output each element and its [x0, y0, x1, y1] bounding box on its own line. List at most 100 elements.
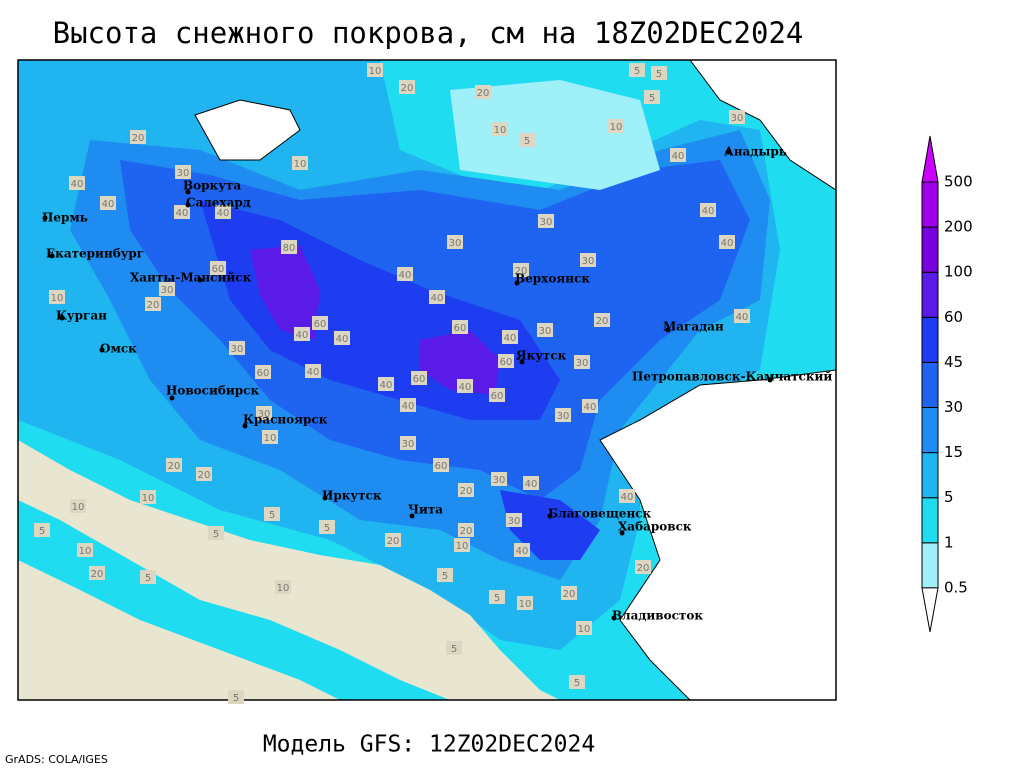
- contour-label-box: [77, 543, 93, 557]
- deep-snow: [250, 245, 320, 340]
- contour-label: 10: [294, 159, 307, 170]
- contour-label: 5: [574, 678, 580, 689]
- sea-ice: [450, 80, 660, 190]
- contour-label-box: [100, 196, 116, 210]
- contour-label: 40: [702, 206, 715, 217]
- colorbar-band: [921, 452, 939, 499]
- contour-label-box: [523, 476, 539, 490]
- colorbar-bottom: [921, 587, 939, 632]
- contour-label: 60: [314, 319, 327, 330]
- colorbar-band: [921, 226, 939, 273]
- contour-label-box: [458, 483, 474, 497]
- contour-label: 40: [336, 334, 349, 345]
- city-dot: [49, 253, 55, 259]
- contour-label-box: [458, 523, 474, 537]
- colorbar-top: [921, 135, 939, 183]
- contour-label-box: [734, 309, 750, 323]
- contour-label: 10: [277, 583, 290, 594]
- contour-label: 60: [435, 461, 448, 472]
- contour-label: 40: [672, 151, 685, 162]
- city-label: Благовещенск: [548, 507, 652, 521]
- contour-label-box: [130, 130, 146, 144]
- city-label: Анадырь: [724, 145, 787, 159]
- ocean: [689, 60, 836, 191]
- contour-label-box: [489, 388, 505, 402]
- contour-label: 40: [516, 546, 529, 557]
- contour-label: 30: [449, 238, 462, 249]
- city-label: Пермь: [42, 211, 88, 225]
- colorbar-label: 500: [944, 173, 973, 191]
- city-label: Новосибирск: [166, 384, 259, 398]
- contour-label-box: [700, 203, 716, 217]
- city-label: Петропавловск-Камчатский: [632, 370, 832, 384]
- contour-label: 30: [582, 256, 595, 267]
- city-dot: [59, 315, 65, 321]
- contour-label-box: [69, 176, 85, 190]
- contour-label-box: [399, 80, 415, 94]
- contour-label-box: [385, 533, 401, 547]
- contour-label-box: [429, 290, 445, 304]
- contour-label: 40: [459, 382, 472, 393]
- colorbar-band: [921, 407, 939, 454]
- contour-label-box: [491, 472, 507, 486]
- contour-label: 30: [539, 326, 552, 337]
- city-label: Ханты-Мансийск: [130, 271, 252, 285]
- colorbar-label: 30: [944, 398, 963, 416]
- contour-label-box: [569, 675, 585, 689]
- contour-label: 40: [296, 330, 309, 341]
- contour-label-box: [400, 398, 416, 412]
- contour-label-box: [367, 63, 383, 77]
- contour-label-box: [281, 240, 297, 254]
- city-dot: [611, 615, 617, 621]
- contour-label-box: [502, 330, 518, 344]
- contour-label-box: [255, 365, 271, 379]
- contour-label-box: [140, 490, 156, 504]
- city-label: Якутск: [516, 349, 567, 363]
- contour-label-box: [475, 85, 491, 99]
- credit: GrADS: COLA/IGES: [5, 753, 108, 766]
- contour-label: 20: [387, 536, 400, 547]
- contour-label-box: [228, 690, 244, 704]
- city-label: Красноярск: [243, 413, 328, 427]
- contour-label: 5: [656, 69, 662, 80]
- contour-label: 40: [399, 270, 412, 281]
- contour-label: 5: [634, 66, 640, 77]
- contour-label-box: [256, 406, 272, 420]
- contour-label: 5: [494, 593, 500, 604]
- colorbar-label: 200: [944, 218, 973, 236]
- contour-label: 40: [431, 293, 444, 304]
- contour-label: 5: [451, 644, 457, 655]
- colorbar-label: 15: [944, 443, 963, 461]
- contour-label: 40: [584, 402, 597, 413]
- contour-label: 60: [491, 391, 504, 402]
- contour-label-box: [312, 316, 328, 330]
- contour-label: 20: [198, 470, 211, 481]
- contour-label: 30: [508, 516, 521, 527]
- contour-label-box: [89, 566, 105, 580]
- contour-label: 60: [212, 264, 225, 275]
- contour-label: 10: [369, 66, 382, 77]
- city-dot: [514, 280, 520, 286]
- city-dot: [322, 495, 328, 501]
- contour-label: 20: [563, 589, 576, 600]
- contour-label: 10: [142, 493, 155, 504]
- city-dot: [409, 513, 415, 519]
- contour-label-box: [215, 205, 231, 219]
- contour-label: 40: [307, 367, 320, 378]
- contour-label-box: [305, 364, 321, 378]
- contour-label: 20: [596, 316, 609, 327]
- colorbar-label: 45: [944, 353, 963, 371]
- contour-label-box: [319, 520, 335, 534]
- city-dot: [197, 277, 203, 283]
- city-dot: [519, 359, 525, 365]
- contour-label-box: [498, 354, 514, 368]
- contour-label: 10: [72, 502, 85, 513]
- sea: [194, 99, 301, 161]
- contour-label-box: [454, 538, 470, 552]
- contour-label: 20: [147, 300, 160, 311]
- contour-label-box: [159, 282, 175, 296]
- contour-label-box: [670, 148, 686, 162]
- contour-label-box: [729, 110, 745, 124]
- contour-label: 30: [231, 344, 244, 355]
